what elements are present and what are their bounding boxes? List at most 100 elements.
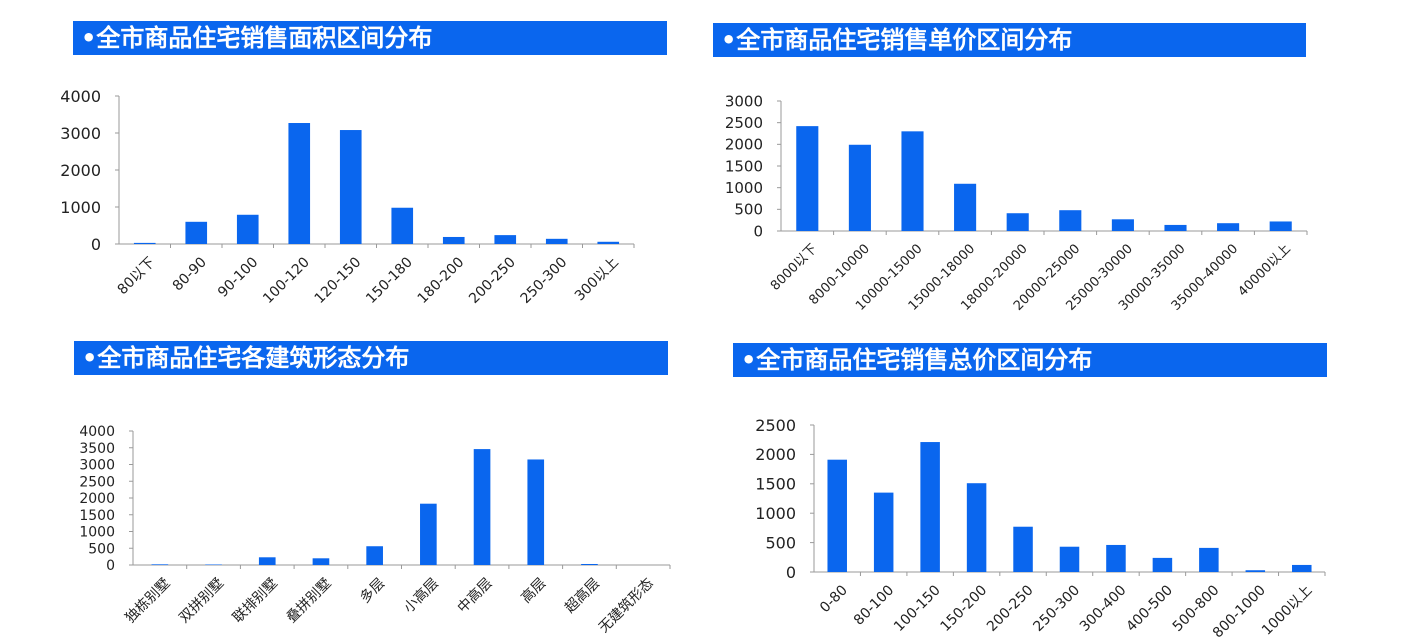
- x-tick-label: 中高层: [454, 575, 496, 617]
- bar-800-1000: [1246, 570, 1266, 572]
- x-tick-label: 400-500: [1123, 582, 1176, 635]
- x-tick-label: 高层: [518, 575, 550, 607]
- total-price-plot: 0 500 1000 1500 2000 2500 0-80 80-100100-150150…: [755, 416, 1325, 642]
- bar-独栋别墅: [152, 564, 169, 565]
- bar-0-80: [827, 460, 847, 572]
- y-tick-label: 0: [786, 563, 796, 582]
- bar-8000-10000: [849, 145, 871, 231]
- x-tick-label: 150-180: [363, 254, 416, 307]
- bar-80-100: [874, 493, 894, 572]
- bar-18000-20000: [1007, 213, 1029, 231]
- bar-多层: [366, 546, 383, 565]
- y-tick-label: 1500: [79, 508, 115, 524]
- bar-100-150: [920, 442, 940, 572]
- bar-80-90: [185, 222, 207, 244]
- bar-150-200: [967, 483, 987, 572]
- x-tick-label: 联排别墅: [230, 575, 281, 626]
- x-tick-label: 200-250: [984, 582, 1037, 635]
- bar-1000以上: [1292, 565, 1312, 572]
- bar-中高层: [474, 449, 491, 565]
- y-tick-label: 1500: [725, 157, 763, 175]
- unit-price-plot: 0500100015002000250030008000以下8000-10000…: [725, 92, 1307, 313]
- x-tick-label: 独栋别墅: [122, 575, 174, 627]
- y-tick-label: 3500: [79, 441, 115, 457]
- bar-40000以上: [1270, 221, 1292, 231]
- x-tick-label: 300以上: [572, 254, 622, 304]
- x-tick-label: 120-150: [312, 254, 365, 307]
- y-tick-label: 0: [106, 558, 115, 574]
- y-tick-label: 4000: [79, 424, 115, 440]
- bar-35000-40000: [1217, 223, 1239, 231]
- bar-250-300: [1060, 547, 1080, 572]
- x-tick-label: 叠拼别墅: [284, 575, 335, 626]
- building-form-chart-title-text: •全市商品住宅各建筑形态分布: [82, 344, 409, 372]
- x-tick-label: 200-250: [466, 254, 519, 307]
- x-tick-label: 90-100: [215, 254, 261, 300]
- y-tick-label: 1000: [79, 525, 115, 541]
- bar-叠拼别墅: [313, 558, 330, 565]
- bar-180-200: [443, 237, 465, 244]
- x-tick-label: 250-300: [518, 254, 571, 307]
- y-tick-label: 1500: [755, 475, 796, 494]
- y-tick-label: 1000: [60, 198, 101, 217]
- y-tick-label: 2000: [60, 161, 101, 180]
- x-tick-label: 250-300: [1030, 582, 1083, 635]
- y-tick-label: 500: [765, 533, 796, 552]
- y-tick-label: 1000: [725, 179, 763, 197]
- bar-高层: [527, 459, 544, 565]
- x-tick-label: 8000以下: [768, 241, 820, 293]
- y-tick-label: 2000: [755, 445, 796, 464]
- x-tick-label: 180-200: [415, 254, 468, 307]
- x-tick-label: 超高层: [561, 575, 603, 617]
- y-tick-label: 0: [91, 235, 101, 254]
- bar-小高层: [420, 504, 437, 565]
- bar-20000-25000: [1059, 210, 1081, 231]
- x-tick-label: 300-400: [1077, 582, 1130, 635]
- x-tick-label: 80-90: [170, 254, 210, 294]
- y-tick-label: 2000: [79, 491, 115, 507]
- bar-双拼别墅: [205, 564, 222, 565]
- x-tick-label: 40000以上: [1236, 241, 1294, 299]
- bar-超高层: [581, 564, 598, 565]
- x-tick-label: 80-100: [851, 582, 897, 628]
- y-tick-label: 3000: [79, 458, 115, 474]
- x-tick-label: 多层: [356, 575, 388, 607]
- bar-300-400: [1106, 545, 1126, 572]
- x-tick-label: 小高层: [400, 575, 442, 617]
- x-tick-label: 无建筑形态: [596, 575, 657, 636]
- bar-联排别墅: [259, 557, 276, 565]
- y-tick-label: 500: [88, 541, 115, 557]
- bar-80以下: [134, 243, 156, 244]
- y-tick-label: 500: [734, 201, 763, 219]
- bar-300以上: [597, 242, 619, 244]
- bar-150-180: [391, 208, 413, 244]
- x-tick-label: 0-80: [817, 582, 851, 616]
- bar-500-800: [1199, 548, 1219, 572]
- bar-15000-18000: [954, 184, 976, 231]
- y-tick-label: 2500: [79, 474, 115, 490]
- bar-90-100: [237, 215, 259, 244]
- y-tick-label: 2500: [725, 114, 763, 132]
- y-tick-label: 3000: [60, 124, 101, 143]
- bar-8000以下: [796, 126, 818, 231]
- bar-200-250: [1013, 527, 1033, 572]
- bar-30000-35000: [1164, 225, 1186, 231]
- x-tick-label: 100-120: [260, 254, 313, 307]
- y-tick-label: 2000: [725, 136, 763, 154]
- bar-200-250: [494, 235, 516, 244]
- y-tick-label: 4000: [60, 87, 101, 106]
- total-price-chart-title-text: •全市商品住宅销售总价区间分布: [741, 346, 1092, 374]
- x-tick-label: 150-200: [938, 582, 991, 635]
- total-price-chart-title: •全市商品住宅销售总价区间分布: [733, 343, 1327, 377]
- y-tick-label: 0: [753, 222, 763, 240]
- building-form-chart-title: •全市商品住宅各建筑形态分布: [74, 341, 668, 375]
- bar-25000-30000: [1112, 219, 1134, 231]
- y-tick-label: 3000: [725, 92, 763, 110]
- x-tick-label: 双拼别墅: [176, 575, 227, 626]
- y-tick-label: 1000: [755, 504, 796, 523]
- bar-10000-15000: [901, 131, 923, 231]
- bar-400-500: [1153, 558, 1173, 572]
